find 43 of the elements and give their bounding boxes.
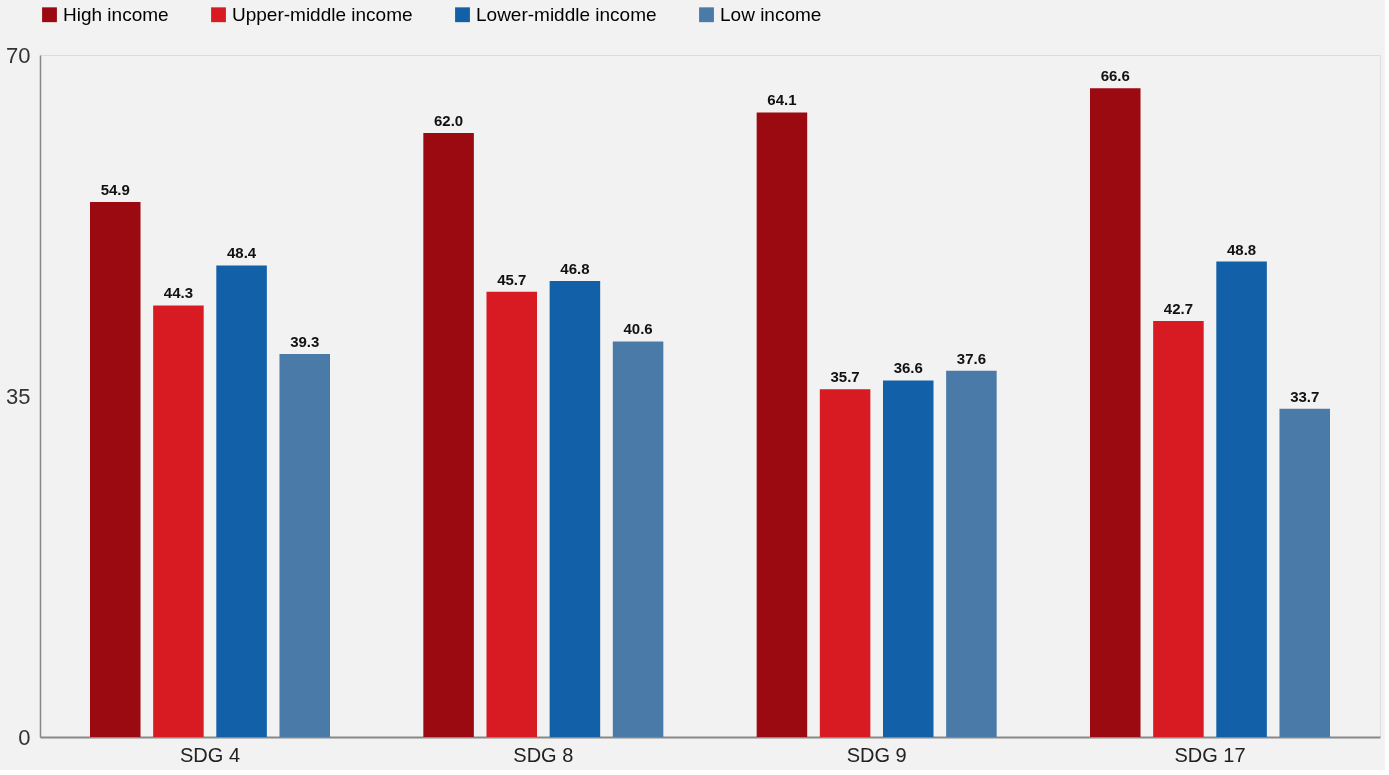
data-label: 54.9 <box>100 181 130 199</box>
y-tick-label: 70 <box>6 42 31 68</box>
data-label: 42.7 <box>1163 299 1194 317</box>
data-label: 66.6 <box>1100 67 1130 85</box>
bar <box>756 112 808 737</box>
legend-label: High income <box>63 3 169 25</box>
data-label: 40.6 <box>623 320 653 338</box>
bar <box>153 305 204 737</box>
x-tick-label: SDG 4 <box>179 743 241 766</box>
bar <box>1090 88 1141 737</box>
y-tick-label: 0 <box>18 724 31 750</box>
x-tick-label: SDG 17 <box>1174 743 1246 766</box>
bar <box>486 291 538 737</box>
data-label: 33.7 <box>1290 387 1320 405</box>
bar <box>882 380 934 737</box>
bar <box>612 341 664 737</box>
data-label: 35.7 <box>830 368 860 386</box>
bar <box>819 389 871 737</box>
x-tick-label: SDG 8 <box>513 743 574 766</box>
bar <box>1279 408 1330 737</box>
bar <box>216 265 267 737</box>
data-label: 48.4 <box>226 244 257 262</box>
legend-label: Low income <box>720 3 822 25</box>
bar <box>279 354 330 737</box>
data-label: 39.3 <box>290 333 320 351</box>
bar <box>90 202 141 737</box>
bar <box>549 281 601 737</box>
data-label: 46.8 <box>560 260 590 278</box>
legend-label: Upper-middle income <box>232 3 413 25</box>
data-label: 36.6 <box>893 359 923 377</box>
bar <box>1153 320 1204 737</box>
data-label: 64.1 <box>767 91 797 109</box>
bar <box>946 370 997 737</box>
x-tick-label: SDG 9 <box>846 743 907 766</box>
bar <box>423 132 474 737</box>
data-label: 62.0 <box>433 111 464 129</box>
data-label: 48.8 <box>1226 240 1257 258</box>
legend-label: Lower-middle income <box>476 3 657 25</box>
data-label: 37.6 <box>956 349 987 367</box>
bar <box>1216 261 1267 737</box>
data-label: 44.3 <box>163 284 194 302</box>
data-label: 45.7 <box>497 270 527 288</box>
y-tick-label: 35 <box>6 383 31 409</box>
